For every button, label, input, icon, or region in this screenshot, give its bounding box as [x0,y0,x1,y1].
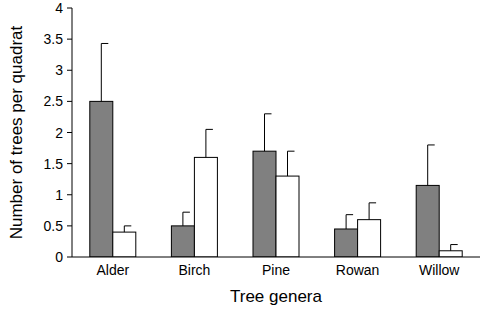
error-bar [346,215,353,229]
x-tick-label: Birch [178,262,210,278]
chart: 0 0.5 1 1.5 2 2.5 3 3.5 4 Alder Birch Pine Rowan Will… [0,0,500,311]
bar [335,229,358,257]
error-bar [451,245,458,251]
error-cap [183,212,190,213]
error-stem [450,245,451,251]
error-stem [182,212,183,226]
y-tick [67,163,72,164]
y-tick [67,70,72,71]
error-bar [369,203,376,220]
y-tick-label: 1.5 [44,156,64,172]
y-tick [67,39,72,40]
y-axis-label: Number of trees per quadrat [7,25,26,239]
error-bar [206,129,213,157]
error-stem [346,215,347,229]
bar [90,101,113,257]
x-axis [72,257,480,258]
error-cap [369,202,376,203]
y-tick-label: 3.5 [44,31,64,47]
x-tick-label: Alder [96,262,129,278]
bar [113,232,136,257]
x-tick-label: Rowan [336,262,380,278]
y-tick-label: 2 [55,125,63,141]
bar [416,185,439,257]
error-bar [124,226,131,232]
error-cap [265,113,272,114]
y-tick-label: 2.5 [44,93,64,109]
bar [171,226,194,257]
error-bar [183,212,190,226]
y-tick-label: 1 [55,187,63,203]
error-stem [369,203,370,220]
bar [276,176,299,257]
y-tick [67,194,72,195]
bar [358,220,381,257]
y-tick [67,132,72,133]
bar [194,157,217,257]
error-stem [205,129,206,157]
error-cap [101,43,108,44]
error-bar [428,145,435,185]
error-stem [101,43,102,101]
error-stem [287,151,288,176]
error-stem [124,226,125,232]
x-tick-label: Pine [262,262,290,278]
y-tick-label: 0.5 [44,218,64,234]
error-bar [265,114,272,151]
error-stem [427,145,428,185]
error-cap [346,214,353,215]
error-cap [206,129,213,130]
y-tick [67,225,72,226]
bar [253,151,276,257]
bar [439,251,462,257]
error-cap [451,244,458,245]
y-tick [67,8,72,9]
error-bars [101,43,457,250]
y-tick [67,257,72,258]
error-bar [288,151,295,176]
error-bar [101,43,108,101]
error-cap [288,151,295,152]
bars [90,101,462,257]
y-tick [67,101,72,102]
y-tick-label: 3 [55,62,63,78]
error-cap [124,225,131,226]
y-axis [72,8,73,257]
x-axis-label: Tree genera [230,287,323,306]
x-tick-label: Willow [419,262,460,278]
y-tick-label: 4 [55,0,63,16]
y-tick-label: 0 [55,249,63,265]
error-stem [264,114,265,151]
error-cap [428,144,435,145]
